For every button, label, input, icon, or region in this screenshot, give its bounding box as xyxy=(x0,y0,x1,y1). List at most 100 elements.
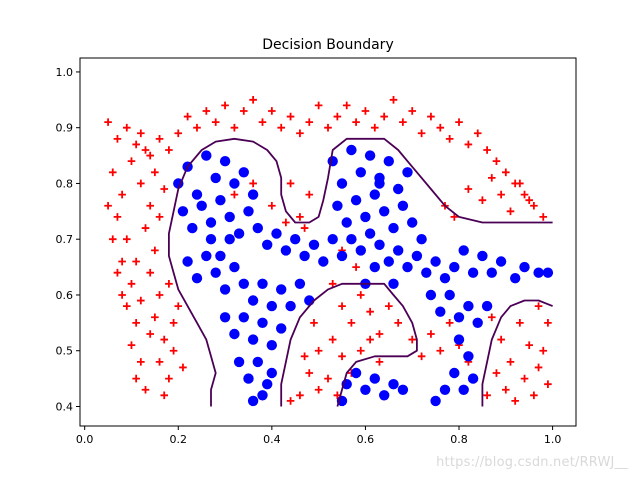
positive-point xyxy=(205,217,217,228)
positive-point xyxy=(458,245,469,256)
positive-point xyxy=(219,156,231,167)
negative-point xyxy=(169,319,178,327)
positive-point xyxy=(276,284,287,295)
negative-point xyxy=(314,101,323,110)
positive-point xyxy=(243,373,254,384)
positive-point xyxy=(421,267,432,278)
positive-point xyxy=(402,261,413,273)
negative-point xyxy=(516,319,524,327)
negative-point xyxy=(511,397,519,405)
positive-point xyxy=(388,379,399,390)
positive-point xyxy=(294,278,306,289)
negative-point xyxy=(427,330,435,338)
positive-point xyxy=(463,351,474,362)
positive-point xyxy=(215,195,226,206)
negative-point xyxy=(165,146,173,154)
negative-point xyxy=(239,107,248,115)
negative-point xyxy=(394,319,402,327)
negative-point xyxy=(375,358,384,366)
boundary-line xyxy=(481,299,553,407)
negative-point xyxy=(296,213,304,221)
positive-point xyxy=(336,178,348,189)
positive-point xyxy=(430,395,441,407)
positive-point xyxy=(355,167,366,178)
negative-point xyxy=(268,201,276,210)
positive-point xyxy=(266,300,277,312)
negative-point xyxy=(122,302,131,310)
positive-point xyxy=(182,256,193,267)
positive-point xyxy=(191,189,203,200)
positive-point xyxy=(393,245,404,256)
positive-point xyxy=(416,234,427,245)
y-tick-label: 0.5 xyxy=(56,345,74,358)
negative-point xyxy=(464,185,473,193)
negative-point xyxy=(118,291,126,299)
positive-point xyxy=(271,228,282,239)
negative-point xyxy=(113,268,122,277)
positive-point xyxy=(383,256,394,267)
positive-point xyxy=(510,273,521,284)
negative-point xyxy=(380,112,388,121)
negative-point xyxy=(132,140,140,149)
x-tick-label: 0.6 xyxy=(357,433,375,446)
negative-point xyxy=(113,135,122,143)
negative-point xyxy=(417,129,426,138)
positive-point xyxy=(219,284,231,295)
x-tick-label: 0.0 xyxy=(76,433,94,446)
negative-point xyxy=(338,352,346,361)
negative-point xyxy=(502,385,510,394)
negative-point xyxy=(211,118,220,126)
positive-point xyxy=(266,340,277,351)
positive-point xyxy=(444,289,455,301)
positive-point xyxy=(486,267,497,278)
negative-point xyxy=(174,302,183,310)
negative-point xyxy=(333,112,342,121)
positive-point xyxy=(374,178,385,189)
negative-point xyxy=(525,341,534,349)
negative-point xyxy=(113,213,122,221)
negative-point xyxy=(151,313,159,322)
negative-point xyxy=(356,291,365,299)
negative-point xyxy=(165,280,173,288)
negative-point xyxy=(286,397,295,405)
positive-point xyxy=(247,334,259,345)
negative-point xyxy=(160,335,169,344)
negative-point xyxy=(497,190,505,199)
positive-point xyxy=(449,261,460,273)
negative-point xyxy=(277,123,286,132)
negative-point xyxy=(151,168,159,177)
positive-point xyxy=(453,334,465,345)
positive-point xyxy=(360,211,371,223)
negative-point xyxy=(137,296,145,305)
negative-point xyxy=(328,335,337,344)
negative-point xyxy=(385,302,393,310)
positive-point xyxy=(374,239,385,250)
negative-point xyxy=(478,196,487,204)
negative-point xyxy=(399,118,407,126)
negative-point xyxy=(146,151,154,160)
negative-point xyxy=(258,118,267,126)
positive-point xyxy=(229,178,240,189)
negative-point xyxy=(525,196,534,204)
negative-point xyxy=(473,129,482,138)
positive-point xyxy=(262,379,273,390)
positive-point xyxy=(407,217,418,228)
positive-point xyxy=(224,211,235,223)
positive-point xyxy=(350,195,362,206)
positive-point xyxy=(191,273,203,284)
positive-point xyxy=(327,234,338,245)
negative-point xyxy=(122,235,131,244)
positive-point xyxy=(481,300,493,312)
positive-point xyxy=(439,384,451,395)
positive-point xyxy=(346,144,357,156)
positive-point xyxy=(210,172,221,184)
positive-point xyxy=(350,367,362,379)
negative-point xyxy=(310,319,318,327)
negative-point xyxy=(193,123,201,132)
plot-frame xyxy=(79,57,577,427)
negative-point xyxy=(249,179,257,188)
positive-point xyxy=(388,278,399,289)
positive-point xyxy=(364,150,376,161)
y-tick-label: 0.4 xyxy=(56,400,74,413)
